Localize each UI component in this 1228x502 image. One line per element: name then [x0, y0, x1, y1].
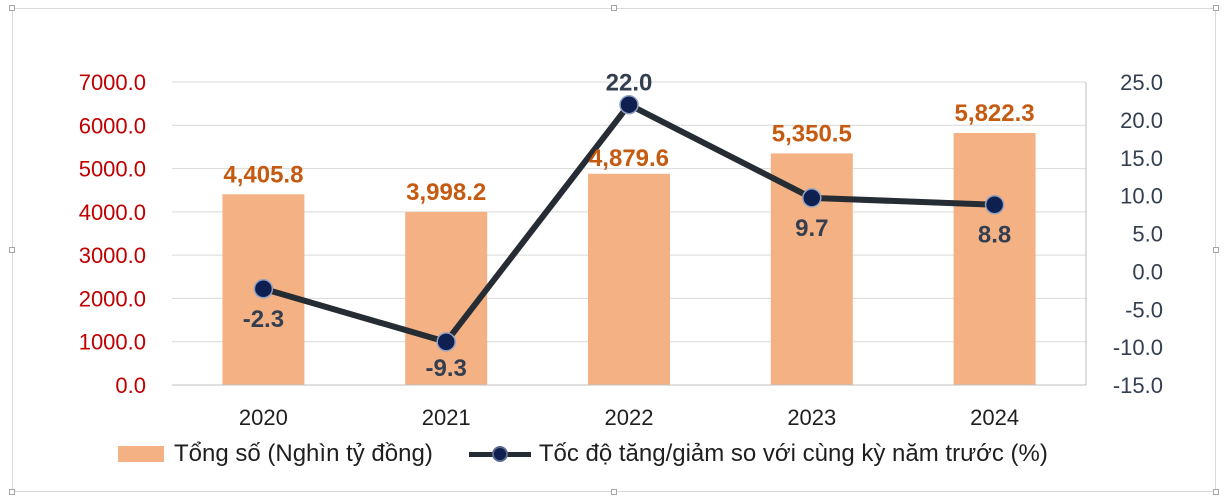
resize-handle-top-center[interactable] [611, 5, 617, 11]
line-data-label: 9.7 [795, 215, 828, 242]
x-tick-label: 2024 [970, 405, 1019, 430]
x-tick-label: 2023 [787, 405, 836, 430]
y-right-tick-label: -15.0 [1113, 373, 1163, 398]
legend-marker-sample [491, 446, 508, 462]
bar-data-label: 4,405.8 [223, 161, 303, 188]
y-right-tick-label: -5.0 [1125, 297, 1163, 322]
y-left-tick-label: 2000.0 [79, 286, 146, 311]
legend-item-growth[interactable]: Tốc độ tăng/giảm so với cùng kỳ năm trướ… [433, 440, 1048, 468]
line-data-label: -9.3 [426, 355, 467, 382]
bar-data-label: 5,350.5 [772, 120, 852, 147]
y-right-tick-label: 0.0 [1132, 259, 1163, 284]
resize-handle-bottom-center[interactable] [611, 489, 617, 495]
x-tick-label: 2022 [605, 405, 654, 430]
legend-item-total[interactable]: Tổng số (Nghìn tỷ đồng) [118, 440, 433, 468]
y-left-tick-label: 3000.0 [79, 243, 146, 268]
bar-data-label: 5,822.3 [955, 100, 1035, 127]
line-point [984, 194, 1005, 215]
line-point [619, 94, 639, 115]
bar-data-label: 3,998.2 [406, 179, 486, 206]
resize-handle-middle-left[interactable] [9, 247, 15, 253]
data-labels: 4,405.8 3,998.2 4,879.6 5,350.5 5,822.3 -2.3 -… [223, 70, 1034, 382]
y-left-tick-label: 1000.0 [79, 330, 146, 355]
line-point [436, 332, 456, 352]
legend-label-total: Tổng số (Nghìn tỷ đồng) [174, 440, 433, 467]
line-point [802, 188, 822, 208]
y-right-tick-label: 15.0 [1120, 146, 1163, 171]
x-tick-label: 2020 [239, 405, 288, 430]
bar [953, 132, 1036, 385]
legend-swatch-line [468, 444, 531, 464]
x-tick-label: 2021 [422, 405, 471, 430]
legend-label-growth: Tốc độ tăng/giảm so với cùng kỳ năm trướ… [538, 440, 1048, 467]
line-data-label: 22.0 [606, 70, 653, 97]
y-left-tick-label: 0.0 [115, 373, 146, 398]
y-left-tick-label: 4000.0 [79, 200, 146, 225]
y-left-tick-label: 7000.0 [79, 70, 146, 95]
y-right-tick-label: 25.0 [1120, 70, 1163, 95]
y-left-tick-label: 6000.0 [79, 113, 146, 138]
bar [770, 153, 853, 385]
resize-handle-bottom-left[interactable] [9, 489, 15, 495]
legend: Tổng số (Nghìn tỷ đồng) Tốc độ tăng/giảm… [118, 436, 1048, 472]
line-series [253, 94, 1005, 352]
bar-data-label: 4,879.6 [589, 145, 669, 172]
y-left-tick-label: 5000.0 [79, 157, 146, 182]
resize-handle-bottom-right[interactable] [1213, 489, 1219, 495]
y-right-tick-label: 20.0 [1120, 108, 1163, 133]
resize-handle-top-right[interactable] [1213, 5, 1219, 11]
bar [588, 173, 670, 385]
line-point [253, 279, 274, 299]
axes: 0.0 1000.0 2000.0 3000.0 4000.0 5000.0 6000.0 7… [79, 70, 1163, 430]
y-right-tick-label: 10.0 [1120, 184, 1163, 209]
line-data-label: 8.8 [978, 222, 1011, 249]
resize-handle-top-left[interactable] [9, 5, 15, 11]
y-right-tick-label: -10.0 [1113, 335, 1163, 360]
legend-swatch-bar [118, 446, 164, 462]
bar-series [222, 132, 1036, 385]
y-right-tick-label: 5.0 [1132, 222, 1163, 247]
line-data-label: -2.3 [243, 306, 284, 333]
resize-handle-middle-right[interactable] [1213, 247, 1219, 253]
bar [405, 211, 488, 385]
